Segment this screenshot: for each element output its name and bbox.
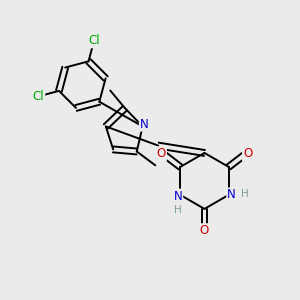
Text: N: N xyxy=(227,188,236,201)
Text: O: O xyxy=(200,224,209,237)
Text: O: O xyxy=(157,148,166,160)
Text: H: H xyxy=(241,189,249,199)
Text: N: N xyxy=(173,190,182,202)
Text: O: O xyxy=(243,148,252,160)
Text: Cl: Cl xyxy=(88,34,100,47)
Text: H: H xyxy=(174,205,182,214)
Text: Cl: Cl xyxy=(33,90,44,103)
Text: N: N xyxy=(140,118,148,130)
